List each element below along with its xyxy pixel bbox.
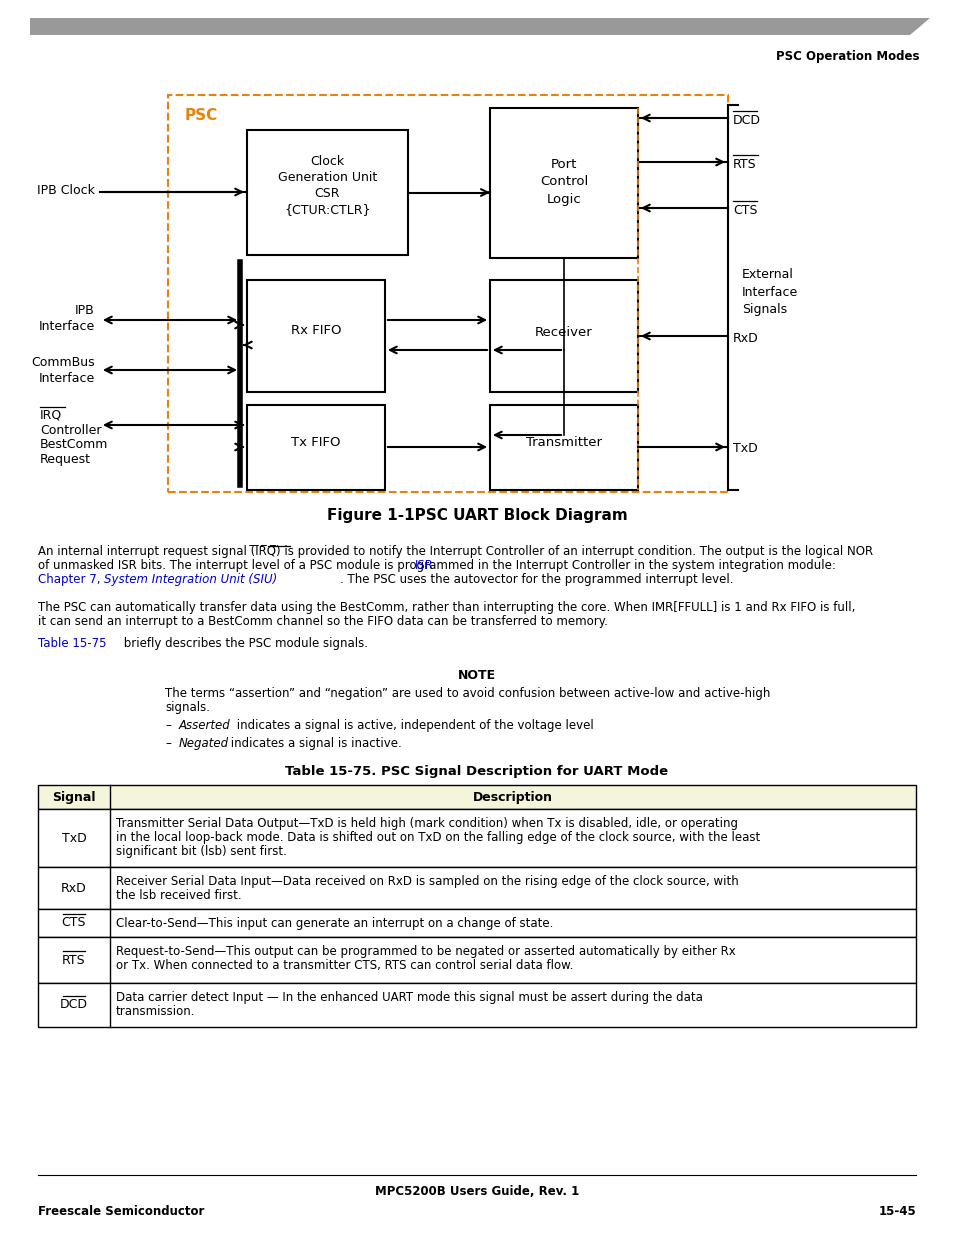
Text: Controller: Controller bbox=[40, 424, 101, 436]
FancyBboxPatch shape bbox=[38, 867, 915, 909]
Text: RxD: RxD bbox=[61, 882, 87, 894]
Text: An internal interrupt request signal (̅I̅R̅Q̅) is provided to notify the Interru: An internal interrupt request signal (̅I… bbox=[38, 545, 872, 558]
Text: transmission.: transmission. bbox=[116, 1005, 195, 1018]
FancyBboxPatch shape bbox=[38, 937, 915, 983]
Text: briefly describes the PSC module signals.: briefly describes the PSC module signals… bbox=[120, 637, 368, 650]
Text: Request-to-Send—This output can be programmed to be negated or asserted automati: Request-to-Send—This output can be progr… bbox=[116, 945, 735, 958]
Text: System Integration Unit (SIU): System Integration Unit (SIU) bbox=[104, 573, 277, 585]
Text: IPB Clock: IPB Clock bbox=[37, 184, 95, 196]
Text: 15-45: 15-45 bbox=[878, 1205, 915, 1218]
Text: in the local loop-back mode. Data is shifted out on TxD on the falling edge of t: in the local loop-back mode. Data is shi… bbox=[116, 831, 760, 844]
FancyBboxPatch shape bbox=[247, 280, 385, 391]
FancyBboxPatch shape bbox=[247, 405, 385, 490]
Text: CTS: CTS bbox=[732, 204, 757, 216]
Text: indicates a signal is inactive.: indicates a signal is inactive. bbox=[227, 737, 401, 750]
Text: IPB: IPB bbox=[75, 304, 95, 316]
Text: RTS: RTS bbox=[732, 158, 756, 170]
Text: Transmitter Serial Data Output—TxD is held high (mark condition) when Tx is disa: Transmitter Serial Data Output—TxD is he… bbox=[116, 818, 738, 830]
Text: BestComm: BestComm bbox=[40, 438, 109, 452]
Text: Tx FIFO: Tx FIFO bbox=[291, 436, 340, 450]
Text: External: External bbox=[741, 268, 793, 282]
Text: Transmitter: Transmitter bbox=[525, 436, 601, 450]
Text: Table 15-75. PSC Signal Description for UART Mode: Table 15-75. PSC Signal Description for … bbox=[285, 764, 668, 778]
Text: Logic: Logic bbox=[546, 193, 580, 206]
Polygon shape bbox=[30, 19, 929, 35]
FancyBboxPatch shape bbox=[490, 280, 638, 391]
FancyBboxPatch shape bbox=[247, 130, 408, 254]
Text: Data carrier detect Input — In the enhanced UART mode this signal must be assert: Data carrier detect Input — In the enhan… bbox=[116, 990, 702, 1004]
Text: –: – bbox=[165, 737, 171, 750]
Text: significant bit (lsb) sent first.: significant bit (lsb) sent first. bbox=[116, 845, 287, 858]
Text: PSC: PSC bbox=[185, 107, 218, 124]
Text: DCD: DCD bbox=[60, 999, 88, 1011]
FancyBboxPatch shape bbox=[38, 809, 915, 867]
Text: TxD: TxD bbox=[732, 442, 757, 456]
Text: The terms “assertion” and “negation” are used to avoid confusion between active-: The terms “assertion” and “negation” are… bbox=[165, 687, 770, 700]
Text: Receiver Serial Data Input—Data received on RxD is sampled on the rising edge of: Receiver Serial Data Input—Data received… bbox=[116, 876, 738, 888]
FancyBboxPatch shape bbox=[490, 107, 638, 258]
Text: signals.: signals. bbox=[165, 701, 210, 714]
Text: DCD: DCD bbox=[732, 114, 760, 126]
Text: Description: Description bbox=[473, 790, 553, 804]
Text: Chapter 7,: Chapter 7, bbox=[38, 573, 104, 585]
FancyBboxPatch shape bbox=[38, 983, 915, 1028]
FancyBboxPatch shape bbox=[490, 405, 638, 490]
Text: PSC Operation Modes: PSC Operation Modes bbox=[776, 49, 919, 63]
Text: Freescale Semiconductor: Freescale Semiconductor bbox=[38, 1205, 204, 1218]
Text: . The PSC uses the autovector for the programmed interrupt level.: . The PSC uses the autovector for the pr… bbox=[339, 573, 733, 585]
Text: indicates a signal is active, independent of the voltage level: indicates a signal is active, independen… bbox=[233, 719, 593, 732]
Text: Port: Port bbox=[550, 158, 577, 170]
Text: Figure 1-1PSC UART Block Diagram: Figure 1-1PSC UART Block Diagram bbox=[326, 508, 627, 522]
Text: Table 15-75: Table 15-75 bbox=[38, 637, 107, 650]
Text: Signals: Signals bbox=[741, 304, 786, 316]
Text: ISR: ISR bbox=[415, 559, 434, 572]
Text: CommBus: CommBus bbox=[31, 356, 95, 368]
Text: RTS: RTS bbox=[62, 953, 86, 967]
Text: NOTE: NOTE bbox=[457, 669, 496, 682]
Text: Rx FIFO: Rx FIFO bbox=[291, 324, 341, 336]
FancyBboxPatch shape bbox=[38, 785, 915, 809]
Text: Clear-to-Send—This input can generate an interrupt on a change of state.: Clear-to-Send—This input can generate an… bbox=[116, 918, 553, 930]
Text: CTS: CTS bbox=[62, 916, 86, 930]
Text: –: – bbox=[165, 719, 171, 732]
Text: CSR: CSR bbox=[314, 186, 340, 200]
Text: Request: Request bbox=[40, 453, 91, 467]
Text: it can send an interrupt to a BestComm channel so the FIFO data can be transferr: it can send an interrupt to a BestComm c… bbox=[38, 615, 607, 629]
Text: Interface: Interface bbox=[39, 372, 95, 384]
Text: MPC5200B Users Guide, Rev. 1: MPC5200B Users Guide, Rev. 1 bbox=[375, 1186, 578, 1198]
Text: Interface: Interface bbox=[39, 320, 95, 332]
Text: the lsb received first.: the lsb received first. bbox=[116, 889, 241, 902]
Text: Asserted: Asserted bbox=[179, 719, 231, 732]
Text: Clock: Clock bbox=[310, 156, 344, 168]
Text: of unmasked ISR bits. The interrupt level of a PSC module is programmed in the I: of unmasked ISR bits. The interrupt leve… bbox=[38, 559, 835, 572]
Text: Signal: Signal bbox=[52, 790, 95, 804]
Text: Interface: Interface bbox=[741, 285, 798, 299]
Text: Negated: Negated bbox=[179, 737, 229, 750]
Text: Receiver: Receiver bbox=[535, 326, 592, 338]
Text: {CTUR:CTLR}: {CTUR:CTLR} bbox=[284, 203, 371, 216]
Text: Control: Control bbox=[539, 175, 587, 188]
FancyBboxPatch shape bbox=[38, 909, 915, 937]
Text: RxD: RxD bbox=[732, 331, 758, 345]
Text: or Tx. When connected to a transmitter CTS, RTS can control serial data flow.: or Tx. When connected to a transmitter C… bbox=[116, 960, 573, 972]
Text: Generation Unit: Generation Unit bbox=[277, 170, 376, 184]
Text: IRQ: IRQ bbox=[40, 409, 62, 421]
Text: TxD: TxD bbox=[62, 831, 87, 845]
Text: The PSC can automatically transfer data using the BestComm, rather than interrup: The PSC can automatically transfer data … bbox=[38, 601, 855, 614]
